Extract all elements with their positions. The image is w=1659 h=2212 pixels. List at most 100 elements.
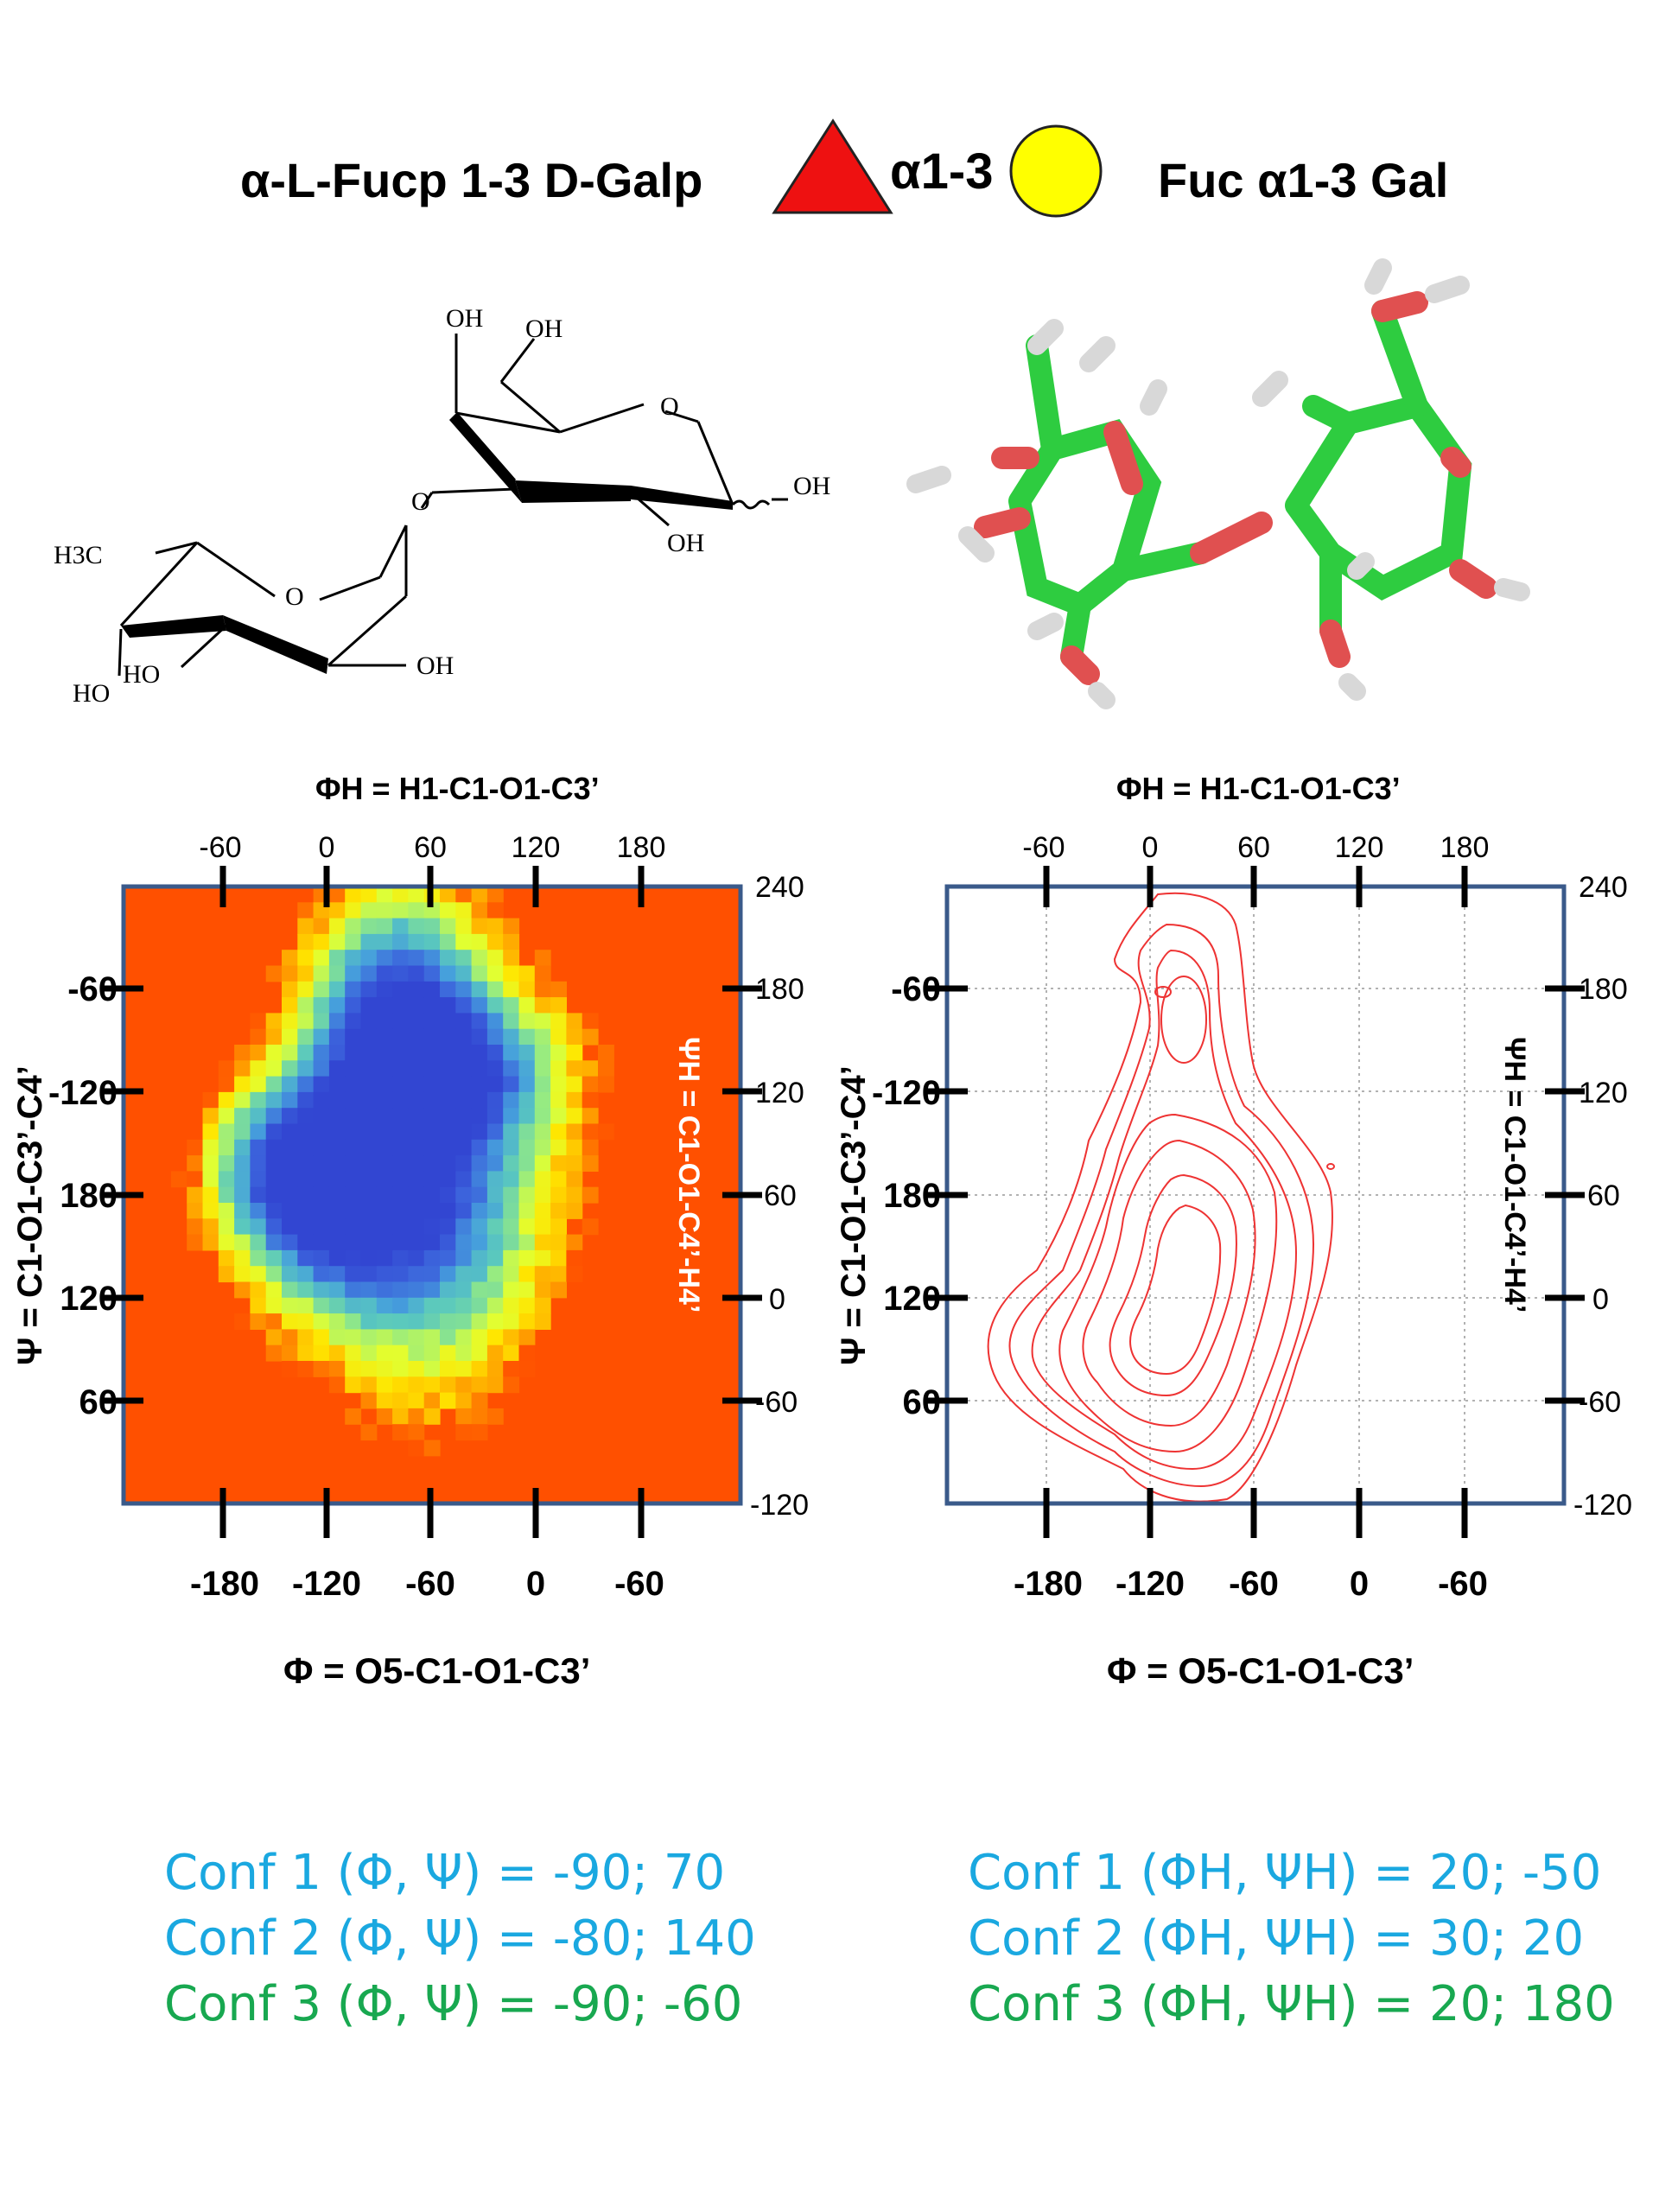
heatmap-cell	[424, 934, 441, 950]
heatmap-cell	[266, 1235, 283, 1251]
left-left-ticks: -60 -120 180 120 60	[48, 970, 118, 1421]
svg-text:-60: -60	[1229, 1565, 1279, 1603]
heatmap-cell	[440, 1060, 456, 1077]
heatmap-cell	[424, 1440, 441, 1457]
heatmap-cell	[408, 982, 424, 998]
heatmap-cell	[282, 1155, 298, 1172]
left-plot: -60 0 60 120 180 -180 -120 -60 0 -60	[11, 831, 809, 1691]
heatmap-cell	[408, 1313, 424, 1330]
heatmap-cell	[503, 1060, 519, 1077]
heatmap-cell	[250, 1155, 266, 1172]
heatmap-cell	[377, 1393, 393, 1409]
heatmap-cell	[440, 902, 456, 918]
heatmap-cell	[266, 1060, 283, 1077]
heatmap-cell	[503, 1345, 519, 1362]
heatmap-cell	[503, 918, 519, 935]
heatmap-cell	[424, 1266, 441, 1282]
heatmap-cell	[329, 1187, 346, 1204]
heatmap-cell	[535, 1218, 551, 1235]
heatmap-cell	[345, 982, 361, 998]
heatmap-cell	[282, 982, 298, 998]
heatmap-cell	[377, 1376, 393, 1393]
heatmap-cell	[472, 918, 488, 935]
heatmap-cell	[455, 1250, 472, 1267]
heatmap-cell	[282, 1361, 298, 1377]
heatmap-cell	[455, 1140, 472, 1156]
svg-text:HO: HO	[73, 679, 110, 708]
svg-text:120: 120	[755, 1077, 804, 1109]
heatmap-cell	[329, 1029, 346, 1046]
heatmap-cell	[424, 1029, 441, 1046]
svg-text:0: 0	[526, 1565, 545, 1603]
heatmap-cell	[361, 1077, 378, 1093]
heatmap-cell	[519, 1345, 536, 1362]
heatmap-cell	[535, 1187, 551, 1204]
svg-text:240: 240	[755, 871, 804, 904]
heatmap-cell	[392, 1187, 409, 1204]
chemical-structure	[119, 334, 788, 676]
heatmap-cell	[187, 1171, 203, 1187]
heatmap-cell	[266, 1250, 283, 1267]
heatmap-cell	[377, 1140, 393, 1156]
conf-right-1: Conf 1 (ΦH, ΨH) = 20; -50	[968, 1845, 1601, 1901]
heatmap-cell	[282, 950, 298, 966]
heatmap-cell	[361, 1393, 378, 1409]
heatmap-cell	[408, 902, 424, 918]
heatmap-cell	[203, 1218, 219, 1235]
heatmap-cell	[377, 1313, 393, 1330]
heatmap-cell	[314, 1077, 330, 1093]
heatmap-cell	[487, 1108, 504, 1124]
heatmap-cell	[535, 982, 551, 998]
heatmap-cell	[392, 1060, 409, 1077]
heatmap-cell	[329, 1171, 346, 1187]
heatmap-cell	[297, 1013, 314, 1029]
heatmap-cell	[550, 1250, 567, 1267]
heatmap-cell	[550, 1203, 567, 1219]
svg-text:0: 0	[1142, 831, 1159, 864]
heatmap-cell	[392, 1235, 409, 1251]
heatmap-cell	[314, 1345, 330, 1362]
heatmap-cell	[203, 1171, 219, 1187]
heatmap-cell	[550, 1029, 567, 1046]
right-left-ticks: -60 -120 180 120 60	[872, 970, 941, 1421]
heatmap-cell	[519, 966, 536, 982]
heatmap-cell	[408, 950, 424, 966]
heatmap-cell	[377, 1077, 393, 1093]
heatmap-cell	[550, 1045, 567, 1061]
heatmap-cell	[535, 1029, 551, 1046]
right-bottom-axis-label: Φ = O5-C1-O1-C3’	[1107, 1650, 1414, 1691]
heatmap-cell	[361, 1060, 378, 1077]
heatmap-cell	[472, 902, 488, 918]
heatmap-cell	[297, 1077, 314, 1093]
heatmap-cell	[535, 997, 551, 1014]
heatmap-cell	[361, 1108, 378, 1124]
heatmap-cell	[329, 1235, 346, 1251]
heatmap-cell	[472, 1171, 488, 1187]
heatmap-cell	[203, 1187, 219, 1204]
heatmap-cell	[377, 1045, 393, 1061]
svg-text:180: 180	[1579, 973, 1628, 1006]
heatmap-cell	[519, 997, 536, 1014]
heatmap-cell	[234, 1077, 251, 1093]
heatmap-cell	[361, 982, 378, 998]
heatmap-cell	[329, 1250, 346, 1267]
heatmap-cell	[377, 887, 393, 903]
heatmap-cell	[329, 1060, 346, 1077]
heatmap-cell	[566, 1140, 582, 1156]
heatmap-cell	[519, 1218, 536, 1235]
heatmap-cell	[329, 950, 346, 966]
heatmap-cell	[424, 1045, 441, 1061]
heatmap-cell	[408, 1155, 424, 1172]
heatmap-cell	[440, 1313, 456, 1330]
heatmap-cell	[392, 1282, 409, 1299]
heatmap-cell	[503, 1029, 519, 1046]
heatmap-cell	[329, 1155, 346, 1172]
heatmap-cell	[424, 1250, 441, 1267]
heatmap-cell	[361, 1250, 378, 1267]
heatmap-cell	[282, 1250, 298, 1267]
heatmap-cell	[361, 1013, 378, 1029]
heatmap-cell	[329, 1313, 346, 1330]
heatmap-cell	[282, 1077, 298, 1093]
svg-text:OH: OH	[525, 315, 563, 343]
heatmap-cell	[297, 1361, 314, 1377]
